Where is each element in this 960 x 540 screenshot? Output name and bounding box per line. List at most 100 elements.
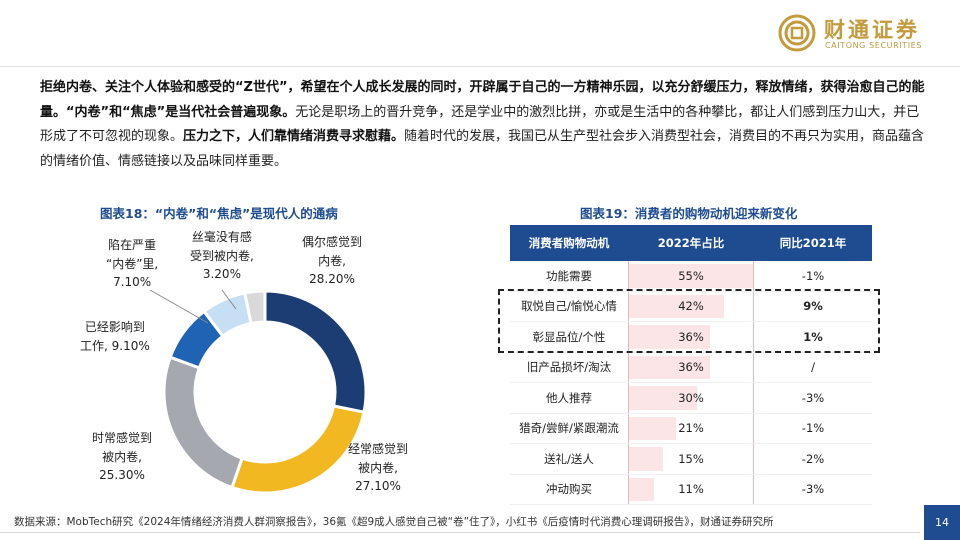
label-line: 27.10% <box>355 479 401 493</box>
figure-19-title: 图表19：消费者的购物动机迎来新变化 <box>580 206 798 221</box>
header-motive: 消费者购物动机 <box>528 236 610 250</box>
share-value: 11% <box>678 482 704 497</box>
table-row: 送礼/送人 15% -2% <box>510 444 872 475</box>
label-line: 受到被内卷, <box>190 248 254 263</box>
table-header: 消费者购物动机 2022年占比 同比2021年 <box>510 225 872 261</box>
cell-yoy: -2% <box>801 451 825 466</box>
cell-motive: 取悦自己/愉悦心情 <box>521 299 617 314</box>
cell-share: 42% <box>628 291 754 321</box>
donut-label-none: 丝毫没有感 受到被内卷, 3.20% <box>190 228 254 284</box>
header-divider <box>0 66 960 67</box>
cell-yoy: 9% <box>803 299 823 314</box>
table-body: 功能需要 55% -1% 取悦自己/愉悦心情 42% 9% 彰显品位/个性 36% 1% 旧产品损… <box>510 261 872 505</box>
label-line: 丝毫没有感 <box>191 230 252 244</box>
label-line: 陷在严重 <box>108 238 157 252</box>
cell-motive: 送礼/送人 <box>544 451 594 466</box>
table-row: 冲动购买 11% -3% <box>510 474 872 505</box>
table-row: 他人推荐 30% -3% <box>510 383 872 414</box>
cell-share: 11% <box>628 474 754 504</box>
label-line: 7.10% <box>113 275 152 289</box>
share-value: 42% <box>678 299 704 314</box>
donut-slice-often <box>230 404 366 495</box>
cell-yoy: -1% <box>801 268 825 283</box>
intro-sentence-1: 拒绝内卷、关注个人体验和感受的“Z世代”，希望在个人成长发展的同时，开辟属于自己… <box>40 80 925 120</box>
table-row: 彰显品位/个性 36% 1% <box>510 322 872 353</box>
cell-motive: 彰显品位/个性 <box>532 329 606 344</box>
label-line: 工作, 9.10% <box>80 338 150 353</box>
table-row: 旧产品损坏/淘汰 36% / <box>510 352 872 383</box>
label-line: 被内卷, <box>102 449 142 464</box>
label-line: 偶尔感觉到 <box>302 235 363 249</box>
donut-label-often: 经常感觉到 被内卷, 27.10% <box>348 440 408 496</box>
highlight-dashed-box <box>498 289 880 353</box>
brand-name-cn: 财通证券 <box>824 18 920 42</box>
share-value: 21% <box>678 421 704 436</box>
page-number: 14 <box>924 505 960 540</box>
donut-chart <box>149 289 368 495</box>
cell-yoy: -3% <box>801 482 825 497</box>
donut-label-severe: 陷在严重 “内卷”里, 7.10% <box>106 236 158 292</box>
footer-divider <box>0 532 920 533</box>
share-value: 15% <box>678 451 704 466</box>
cell-share: 55% <box>628 261 754 291</box>
label-line: 经常感觉到 <box>348 442 409 456</box>
company-logo: 财通证券 CAITONG SECURITIES <box>778 12 928 56</box>
label-line: 已经影响到 <box>84 320 145 334</box>
label-line: 时常感觉到 <box>92 431 153 445</box>
intro-sentence-3: 无论是职场上的晋升竞争，还是学业中的激烈比拼，亦或是生活中的各种攀比，都让人们感… <box>40 104 920 145</box>
cell-share: 36% <box>628 322 754 352</box>
intro-sentence-4: 压力之下，人们靠情绪消费寻求慰藉。 <box>183 129 405 144</box>
share-bar <box>629 477 654 501</box>
label-line: 3.20% <box>202 267 241 281</box>
share-value: 55% <box>678 268 704 283</box>
cell-motive: 冲动购买 <box>546 482 592 497</box>
label-line: 被内卷, <box>358 460 398 475</box>
cell-motive: 猎奇/尝鲜/紧跟潮流 <box>519 421 619 436</box>
cell-share: 15% <box>628 444 754 474</box>
intro-sentence-5: 随着时代的发展，我国已从生产型社会步入消费型社会，消费目的不再只为实用，商品蕴含… <box>40 129 925 169</box>
cell-share: 21% <box>628 413 754 443</box>
donut-slice-frequent <box>162 355 245 490</box>
intro-paragraph: 拒绝内卷、关注个人体验和感受的“Z世代”，希望在个人成长发展的同时，开辟属于自己… <box>40 76 930 174</box>
label-line: 内卷, <box>318 253 346 268</box>
share-bar <box>629 294 724 318</box>
table-row: 功能需要 55% -1% <box>510 261 872 292</box>
share-bar <box>629 447 663 471</box>
cell-motive: 功能需要 <box>546 268 592 283</box>
donut-label-occasional: 偶尔感觉到 内卷, 28.20% <box>302 233 362 289</box>
donut-label-frequent: 时常感觉到 被内卷, 25.30% <box>92 429 152 485</box>
cell-share: 36% <box>628 352 754 382</box>
cell-motive: 旧产品损坏/淘汰 <box>526 360 612 375</box>
cell-share: 30% <box>628 383 754 413</box>
cell-yoy: / <box>811 360 815 375</box>
share-bar <box>629 325 711 349</box>
figure-18-title: 图表18：“内卷”和“焦虑”是现代人的通病 <box>100 206 338 221</box>
data-source-note: 数据来源：MobTech研究《2024年情绪经济消费人群洞察报告》，36氪《超9… <box>14 516 774 528</box>
header-share-2022: 2022年占比 <box>657 236 725 250</box>
brand-name-en: CAITONG SECURITIES <box>825 41 922 50</box>
share-bar <box>629 416 677 440</box>
leader-line-none <box>221 289 237 310</box>
cell-yoy: -3% <box>801 390 825 405</box>
table-row: 取悦自己/愉悦心情 42% 9% <box>510 291 872 322</box>
cell-motive: 他人推荐 <box>546 390 592 405</box>
donut-label-affects-work: 已经影响到 工作, 9.10% <box>80 318 150 355</box>
share-bar <box>629 386 697 410</box>
intro-sentence-2: “内卷”和“焦虑”是当代社会普遍现象。 <box>66 104 296 120</box>
label-line: 28.20% <box>309 272 355 286</box>
motive-table: 消费者购物动机 2022年占比 同比2021年 功能需要 55% -1% 取悦自己/愉… <box>510 225 872 505</box>
share-bar <box>629 264 753 288</box>
header-yoy-2021: 同比2021年 <box>779 236 847 250</box>
coin-logo-icon <box>778 14 816 52</box>
cell-yoy: 1% <box>803 329 823 344</box>
table-row: 猎奇/尝鲜/紧跟潮流 21% -1% <box>510 413 872 444</box>
label-line: “内卷”里, <box>106 256 159 271</box>
share-value: 30% <box>678 390 704 405</box>
donut-slice-none <box>243 289 267 326</box>
leader-line-severe <box>149 289 209 324</box>
share-bar <box>629 355 711 379</box>
donut-slice-occasional <box>263 289 368 414</box>
label-line: 25.30% <box>99 468 145 482</box>
share-value: 36% <box>678 329 704 344</box>
share-value: 36% <box>678 360 704 375</box>
